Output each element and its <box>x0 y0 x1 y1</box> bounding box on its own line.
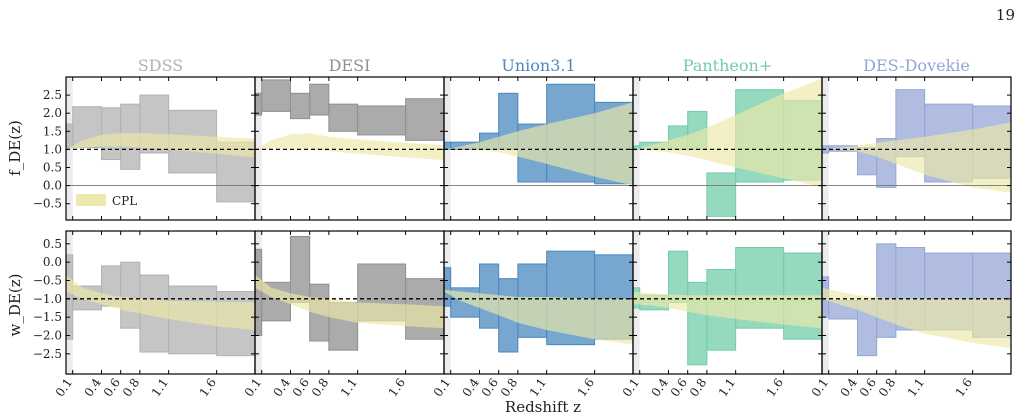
x-tick-label: 1.6 <box>386 376 408 400</box>
y-tick-label: −1.0 <box>33 292 62 306</box>
bin-bar <box>254 92 263 116</box>
x-tick-label: 1.6 <box>197 376 219 400</box>
x-tick-label: 0.6 <box>857 376 879 400</box>
panel-title: DES-Dovekie <box>863 56 970 75</box>
x-tick-label: 1.1 <box>905 376 927 400</box>
cpl-band <box>822 287 1011 349</box>
y-axis-label-wde: w_DE(z) <box>6 274 24 337</box>
y-tick-label: 0.5 <box>43 161 62 175</box>
x-tick-label: 0.6 <box>479 376 501 400</box>
panel-0-3 <box>632 77 823 220</box>
bin-bar <box>120 261 141 329</box>
x-tick-label: 0.4 <box>271 375 294 399</box>
plot-area: SDSS DESI Union3.1 Pantheon+ DES-Dovekie <box>65 56 1012 374</box>
x-tick-label: 1.1 <box>716 376 738 400</box>
y-tick-label: −0.5 <box>33 274 62 288</box>
x-tick-label: 0.8 <box>309 376 331 400</box>
x-tick-label: 0.1 <box>620 376 642 400</box>
cpl-band <box>66 133 255 158</box>
x-tick-label: 1.6 <box>575 376 597 400</box>
x-tick-label: 1.1 <box>149 376 171 400</box>
cpl-band <box>66 275 255 330</box>
bin-bar <box>65 254 74 340</box>
cpl-band <box>633 291 822 329</box>
x-tick-label: 0.8 <box>876 376 898 400</box>
y-tick-label: −2.0 <box>33 329 62 343</box>
y-tick-label: 0.0 <box>43 179 62 193</box>
x-tick-label: 0.8 <box>120 376 142 400</box>
y-tick-label: −1.5 <box>33 310 62 324</box>
y-tick-label: 0.5 <box>43 237 62 251</box>
x-axis-label: Redshift z <box>505 398 581 416</box>
cpl-band <box>822 122 1011 193</box>
cpl-band <box>255 133 444 161</box>
x-tick-label: 0.4 <box>82 375 105 399</box>
panel-frame <box>821 76 1012 221</box>
y-tick-label: −0.5 <box>33 197 62 211</box>
x-tick-label: 0.4 <box>649 375 672 399</box>
x-tick-label: 1.1 <box>338 376 360 400</box>
x-tick-label: 0.6 <box>668 376 690 400</box>
bin-bar <box>443 267 452 307</box>
y-tick-label: 2.0 <box>43 106 62 120</box>
panel-frame <box>821 230 1012 375</box>
y-tick-label: −2.5 <box>33 347 62 361</box>
x-tick-label: 0.6 <box>290 376 312 400</box>
x-tick-label: 0.1 <box>242 376 264 400</box>
x-tick-label: 0.4 <box>838 375 861 399</box>
panel-0-0 <box>65 77 256 220</box>
panel-0-2 <box>443 77 634 220</box>
legend-swatch <box>76 194 106 206</box>
bin-bar <box>357 105 407 136</box>
y-tick-label: 0.0 <box>43 255 62 269</box>
panel-0-1 <box>254 77 445 220</box>
x-tick-label: 0.1 <box>431 376 453 400</box>
bin-bar <box>65 123 74 149</box>
legend-label: CPL <box>112 194 137 208</box>
panel-title: DESI <box>329 56 371 75</box>
bin-bar <box>443 141 452 150</box>
panel-0-4 <box>821 77 1012 220</box>
y-axis-label-fde: f_DE(z) <box>6 120 24 176</box>
bin-bar <box>328 103 359 132</box>
x-tick-label: 0.6 <box>101 376 123 400</box>
bin-bar <box>309 83 330 116</box>
panel-title: Union3.1 <box>501 56 575 75</box>
panel-1-1 <box>254 231 445 374</box>
cpl-band <box>444 289 633 345</box>
x-tick-label: 0.8 <box>687 376 709 400</box>
cpl-band <box>255 275 444 329</box>
bin-bar <box>405 98 445 141</box>
cpl-band <box>633 78 822 188</box>
cpl-band <box>444 102 633 186</box>
x-tick-label: 1.6 <box>764 376 786 400</box>
panel-1-3 <box>632 231 823 374</box>
bin-bar <box>289 92 311 120</box>
panel-title: SDSS <box>138 56 183 75</box>
bin-bar <box>261 79 291 112</box>
x-tick-label: 0.8 <box>498 376 520 400</box>
panel-title: Pantheon+ <box>683 56 772 75</box>
x-tick-label: 0.1 <box>53 376 75 400</box>
bin-bar <box>289 236 311 303</box>
panel-1-4 <box>821 231 1012 374</box>
y-tick-label: 1.0 <box>43 142 62 156</box>
y-tick-label: 1.5 <box>43 124 62 138</box>
y-tick-label: 2.5 <box>43 88 62 102</box>
x-tick-label: 1.1 <box>527 376 549 400</box>
bin-bar <box>706 172 737 217</box>
x-tick-label: 1.6 <box>953 376 975 400</box>
panel-1-2 <box>443 231 634 374</box>
x-tick-label: 0.1 <box>809 376 831 400</box>
x-tick-label: 0.4 <box>460 375 483 399</box>
panel-1-0 <box>65 231 256 374</box>
bin-bar <box>687 281 708 366</box>
page-number: 19 <box>995 6 1015 24</box>
